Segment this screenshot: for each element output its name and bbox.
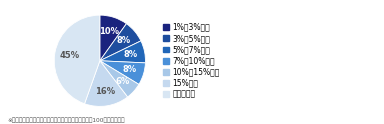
Wedge shape <box>100 15 126 61</box>
Text: 45%: 45% <box>59 51 79 60</box>
Text: 8%: 8% <box>122 65 137 74</box>
Text: 16%: 16% <box>94 87 115 96</box>
Wedge shape <box>100 61 146 84</box>
Text: 8%: 8% <box>123 50 137 59</box>
Wedge shape <box>100 41 146 63</box>
Text: 6%: 6% <box>116 77 130 86</box>
Wedge shape <box>84 61 127 106</box>
Legend: 1%～3%未満, 3%～5%未満, 5%～7%未満, 7%～10%未満, 10%～15%未満, 15%以上, わからない: 1%～3%未満, 3%～5%未満, 5%～7%未満, 7%～10%未満, 10%… <box>163 23 220 99</box>
Wedge shape <box>54 15 100 104</box>
Text: 10%: 10% <box>99 27 119 36</box>
Text: 8%: 8% <box>116 36 131 45</box>
Wedge shape <box>100 61 139 97</box>
Wedge shape <box>100 24 141 61</box>
Text: ※小数点以下を四捨五入してるため、必ずしも合計が100にならない。: ※小数点以下を四捨五入してるため、必ずしも合計が100にならない。 <box>8 117 125 123</box>
